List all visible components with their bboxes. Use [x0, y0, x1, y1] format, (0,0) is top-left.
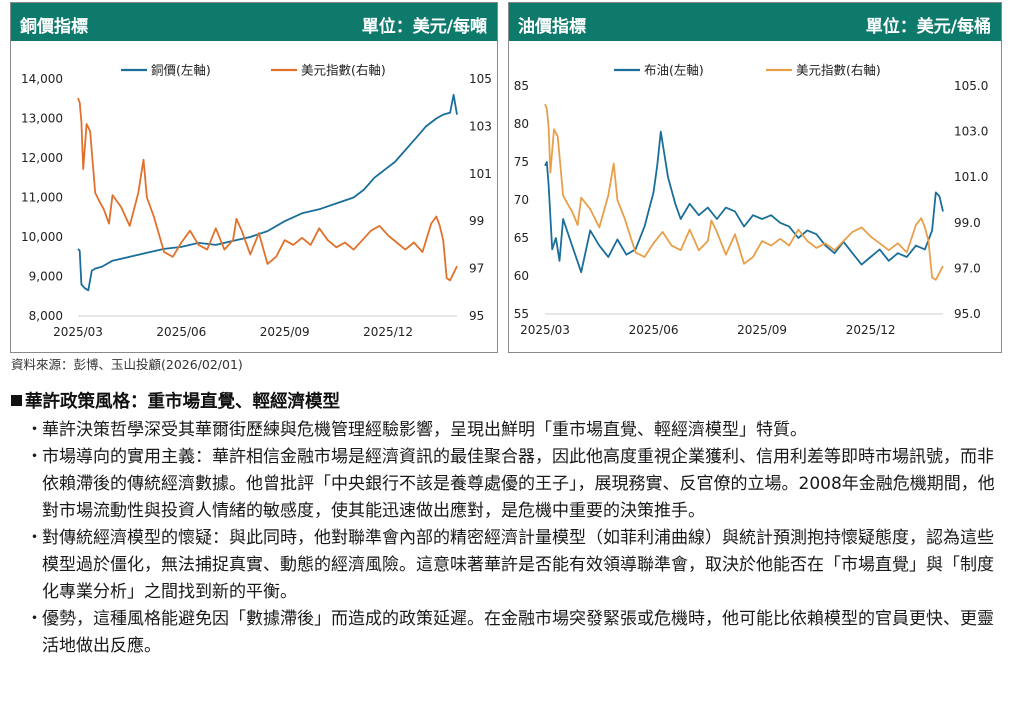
- oil-chart: 55 60 65 70 75 80 85 95.0 97.0 99.0 101.0 103.0 105.…: [514, 63, 989, 338]
- bullet-item: ・市場導向的實用主義：華許相信金融市場是經濟資訊的最佳聚合器，因此他高度重視企業…: [26, 444, 1006, 525]
- square-bullet-icon: [11, 395, 22, 406]
- x-tick-label: 2025/12: [846, 323, 896, 337]
- legend-label-1: 美元指數(右軸): [796, 63, 881, 78]
- y-left-tick-label: 11,000: [21, 191, 63, 205]
- section-heading: 華許政策風格：重市場直覺、輕經濟模型: [11, 388, 340, 413]
- y-left-tick-label: 60: [514, 269, 529, 283]
- x-tick-label: 2025/09: [737, 323, 787, 337]
- copper-panel-unit: 單位：美元/每噸: [361, 17, 487, 37]
- bullet-item: ・對傳統經濟模型的懷疑：與此同時，他對聯準會內部的精密經濟計量模型（如菲利浦曲線…: [26, 525, 1006, 606]
- legend-label-0: 布油(左軸): [644, 63, 704, 78]
- x-tick-label: 2025/09: [260, 325, 310, 339]
- bullet-text: 華許決策哲學深受其華爾街歷練與危機管理經驗影響，呈現出鮮明「重市場直覺、輕經濟模…: [42, 420, 807, 440]
- y-right-tick-label: 101: [469, 167, 492, 181]
- series-line-1: [544, 103, 944, 281]
- x-tick-label: 2025/06: [156, 325, 206, 339]
- y-right-tick-label: 97.0: [954, 261, 981, 275]
- section-title-text: 華許政策風格：重市場直覺、輕經濟模型: [25, 392, 340, 412]
- bullet-list: ・華許決策哲學深受其華爾街歷練與危機管理經驗影響，呈現出鮮明「重市場直覺、輕經濟…: [26, 417, 1006, 660]
- y-left-tick-label: 8,000: [29, 309, 63, 323]
- y-right-tick-label: 105.0: [954, 79, 988, 93]
- y-right-tick-label: 101.0: [954, 170, 988, 184]
- dot-bullet-icon: ・: [26, 447, 43, 467]
- oil-panel-header: 油價指標 單位：美元/每桶: [509, 3, 1001, 41]
- bullet-item: ・華許決策哲學深受其華爾街歷練與危機管理經驗影響，呈現出鮮明「重市場直覺、輕經濟…: [26, 417, 1006, 444]
- oil-panel-unit: 單位：美元/每桶: [865, 17, 991, 37]
- legend-label-1: 美元指數(右軸): [301, 63, 386, 78]
- y-right-tick-label: 99.0: [954, 216, 981, 230]
- y-right-tick-label: 97: [469, 262, 484, 276]
- dot-bullet-icon: ・: [26, 420, 43, 440]
- y-right-tick-label: 99: [469, 214, 484, 228]
- y-left-tick-label: 75: [514, 155, 529, 169]
- copper-panel-header: 銅價指標 單位：美元/每噸: [11, 3, 497, 41]
- x-tick-label: 2025/12: [363, 325, 413, 339]
- x-tick-label: 2025/03: [53, 325, 103, 339]
- y-right-tick-label: 103: [469, 119, 492, 133]
- bullet-text: 市場導向的實用主義：華許相信金融市場是經濟資訊的最佳聚合器，因此他高度重視企業獲…: [42, 447, 995, 521]
- y-left-tick-label: 85: [514, 79, 529, 93]
- y-right-tick-label: 95.0: [954, 307, 981, 321]
- dot-bullet-icon: ・: [26, 609, 43, 629]
- legend-label-0: 銅價(左軸): [151, 63, 211, 78]
- bullet-item: ・優勢，這種風格能避免因「數據滯後」而造成的政策延遲。在金融市場突發緊張或危機時…: [26, 606, 1006, 660]
- y-left-tick-label: 12,000: [21, 151, 63, 165]
- y-right-tick-label: 103.0: [954, 125, 988, 139]
- x-tick-label: 2025/06: [629, 323, 679, 337]
- y-left-tick-label: 9,000: [29, 270, 63, 284]
- y-left-tick-label: 55: [514, 307, 529, 321]
- copper-chart: 8,000 9,000 10,000 11,000 12,000 13,000 14,000…: [21, 63, 492, 340]
- y-left-tick-label: 80: [514, 117, 529, 131]
- y-right-tick-label: 105: [469, 72, 492, 86]
- copper-panel-title: 銅價指標: [20, 17, 88, 37]
- series-line-0: [544, 130, 944, 274]
- y-right-tick-label: 95: [469, 309, 484, 323]
- bullet-text: 優勢，這種風格能避免因「數據滯後」而造成的政策延遲。在金融市場突發緊張或危機時，…: [42, 609, 994, 656]
- y-left-tick-label: 13,000: [21, 112, 63, 126]
- series-line-1: [77, 97, 458, 282]
- x-tick-label: 2025/03: [520, 323, 570, 337]
- copper-chart-panel: 銅價指標 單位：美元/每噸 8,000 9,000 10,000 11,000 12,0…: [10, 2, 498, 353]
- y-left-tick-label: 10,000: [21, 230, 63, 244]
- y-left-tick-label: 65: [514, 231, 529, 245]
- bullet-text: 對傳統經濟模型的懷疑：與此同時，他對聯準會內部的精密經濟計量模型（如菲利浦曲線）…: [42, 528, 994, 602]
- y-left-tick-label: 70: [514, 193, 529, 207]
- source-note: 資料來源：彭博、玉山投顧(2026/02/01): [11, 357, 243, 372]
- oil-chart-panel: 油價指標 單位：美元/每桶 55 60 65 70 75 80 85 95.0 97.0 99.0…: [508, 2, 1002, 353]
- oil-panel-title: 油價指標: [518, 17, 586, 37]
- dot-bullet-icon: ・: [26, 528, 43, 548]
- y-left-tick-label: 14,000: [21, 72, 63, 86]
